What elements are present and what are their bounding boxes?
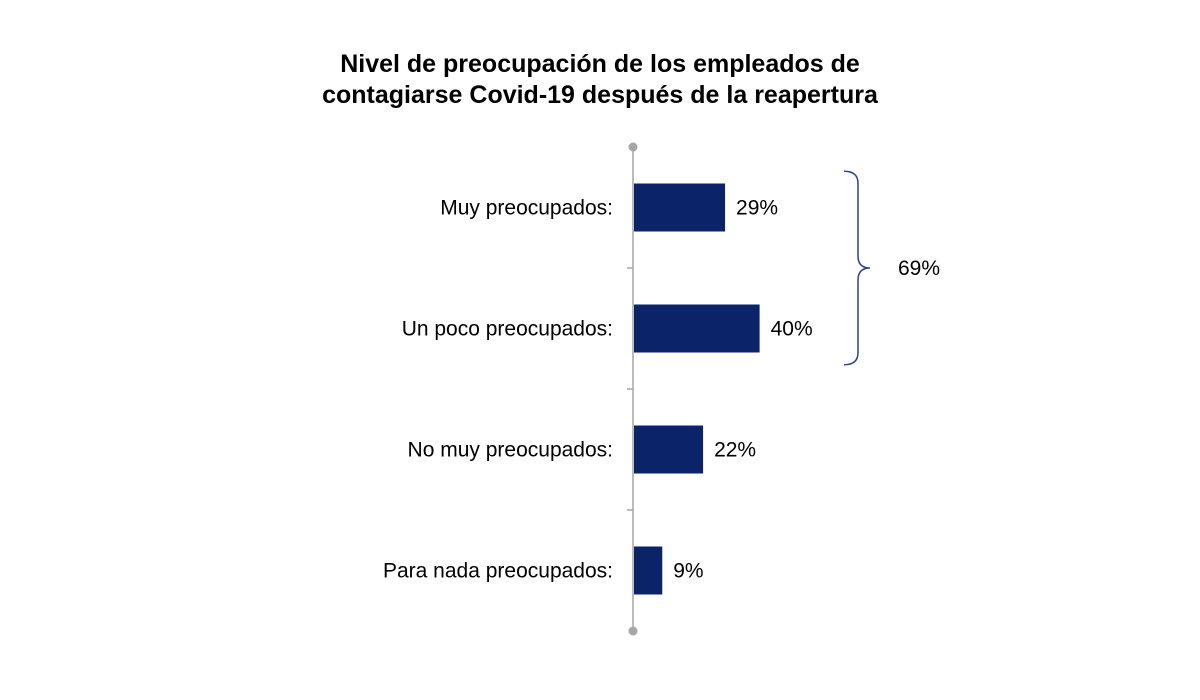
- chart-title-line-2: contagiarse Covid-19 después de la reape…: [322, 81, 878, 109]
- category-label: Para nada preocupados:: [383, 560, 613, 583]
- bracket-brace: [843, 170, 871, 366]
- y-axis-bottom-marker: [628, 626, 638, 636]
- value-label: 29%: [736, 197, 778, 220]
- category-label: No muy preocupados:: [408, 439, 613, 462]
- bar: [634, 425, 704, 474]
- bar: [634, 304, 760, 353]
- bracket-total-label: 69%: [898, 257, 940, 280]
- bar: [634, 183, 726, 232]
- bar: [634, 546, 663, 595]
- chart-title-line-1: Nivel de preocupación de los empleados d…: [340, 50, 860, 78]
- y-axis-top-marker: [628, 142, 638, 152]
- value-label: 40%: [771, 318, 813, 341]
- value-label: 9%: [673, 560, 703, 583]
- category-label: Muy preocupados:: [440, 197, 613, 220]
- value-label: 22%: [714, 439, 756, 462]
- category-label: Un poco preocupados:: [402, 318, 613, 341]
- chart-title: Nivel de preocupación de los empleados d…: [0, 49, 1200, 111]
